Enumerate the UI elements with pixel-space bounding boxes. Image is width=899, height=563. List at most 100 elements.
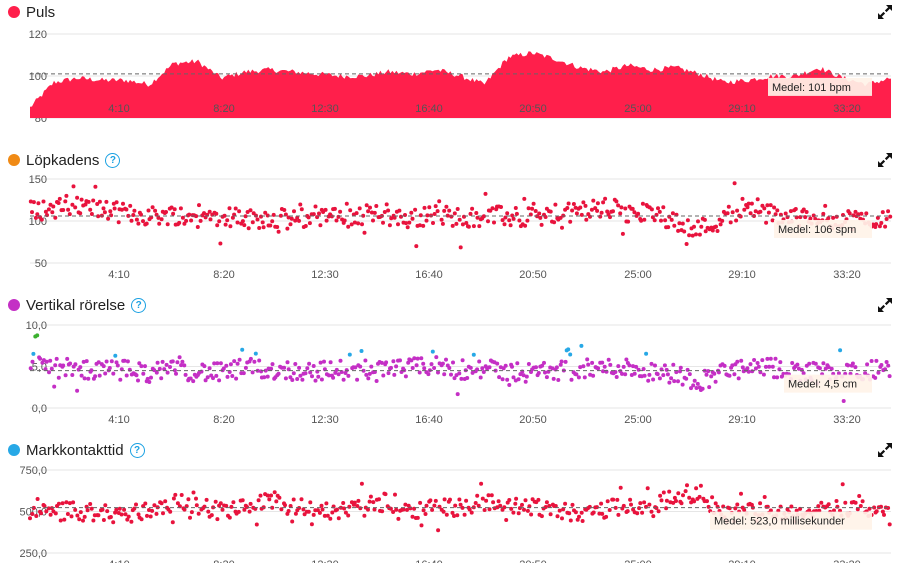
y-tick-label: 150 [29, 174, 47, 186]
data-point [676, 491, 681, 496]
data-point [496, 499, 501, 504]
y-tick-label: 120 [29, 29, 47, 41]
data-point [57, 196, 62, 201]
data-point [598, 214, 603, 219]
data-point [886, 209, 891, 214]
data-point [180, 359, 185, 364]
data-point [464, 221, 469, 225]
data-point [306, 509, 311, 514]
data-point [276, 229, 281, 234]
data-point [826, 365, 831, 370]
data-point [522, 507, 526, 512]
data-point [139, 364, 144, 369]
data-point [54, 356, 59, 361]
data-point [246, 226, 251, 231]
data-point [735, 208, 740, 213]
data-point [740, 365, 745, 370]
data-point [96, 214, 101, 219]
data-point [705, 499, 709, 504]
data-point [248, 356, 253, 361]
data-point [419, 523, 424, 528]
data-point [405, 507, 409, 512]
data-point [756, 364, 761, 369]
data-point [739, 358, 744, 363]
data-point [189, 218, 194, 223]
x-tick-label: 16:40 [415, 414, 443, 426]
expand-arrows-icon[interactable] [877, 152, 893, 168]
data-point [563, 501, 568, 506]
data-point [768, 203, 773, 208]
data-point [656, 509, 661, 514]
data-point [491, 500, 496, 505]
data-point [102, 210, 107, 215]
data-point [454, 221, 459, 226]
data-point [587, 504, 592, 509]
data-point [349, 222, 354, 227]
data-point [748, 362, 753, 367]
data-point [803, 215, 808, 220]
data-point [268, 223, 273, 228]
data-point [497, 375, 502, 380]
x-tick-label: 16:40 [415, 269, 443, 281]
panel-title: Markkontakttid [26, 441, 124, 459]
data-point [694, 386, 699, 390]
data-point [117, 506, 122, 511]
data-point [603, 196, 608, 201]
data-point [577, 514, 581, 519]
data-point [831, 215, 836, 220]
data-point [298, 202, 303, 207]
data-point [267, 497, 272, 502]
data-point [222, 213, 227, 218]
data-point [63, 373, 68, 378]
question-circle-icon[interactable]: ? [129, 442, 145, 458]
data-point [343, 510, 348, 515]
data-point [539, 222, 544, 227]
data-point [590, 360, 595, 365]
question-circle-icon[interactable]: ? [105, 152, 121, 168]
data-point [702, 217, 707, 222]
data-point [109, 213, 114, 218]
data-point [286, 509, 291, 513]
data-point [333, 370, 338, 375]
data-point [159, 217, 164, 222]
data-point [552, 220, 557, 225]
data-point [194, 503, 199, 508]
data-point [547, 503, 552, 508]
expand-arrows-icon[interactable] [877, 297, 893, 313]
data-point [224, 503, 229, 508]
data-point [583, 203, 588, 208]
question-circle-icon[interactable]: ? [131, 297, 147, 313]
data-point [720, 218, 725, 223]
data-point [124, 207, 129, 212]
data-point [101, 206, 106, 211]
data-point [316, 374, 321, 379]
data-point [371, 500, 376, 505]
data-point [671, 362, 676, 367]
data-point [632, 210, 637, 215]
expand-arrows-icon[interactable] [877, 442, 893, 458]
data-point [126, 514, 131, 519]
data-point [61, 363, 66, 368]
data-point [47, 370, 51, 375]
x-tick-label: 29:10 [728, 559, 756, 563]
data-point [872, 505, 877, 510]
data-point [106, 216, 111, 221]
expand-arrows-icon[interactable] [877, 4, 893, 20]
data-point [283, 503, 287, 508]
x-tick-label: 8:20 [213, 103, 234, 115]
data-point [647, 502, 652, 507]
data-point [483, 191, 488, 196]
data-point [257, 226, 262, 230]
data-point [704, 372, 709, 377]
data-point [259, 214, 263, 219]
data-point [452, 514, 456, 518]
data-point [580, 519, 585, 523]
data-point [177, 220, 182, 225]
data-point [448, 497, 452, 502]
data-point [846, 363, 851, 368]
data-point [82, 514, 87, 519]
data-point [30, 359, 35, 364]
data-point [101, 518, 106, 522]
data-point [134, 217, 139, 222]
